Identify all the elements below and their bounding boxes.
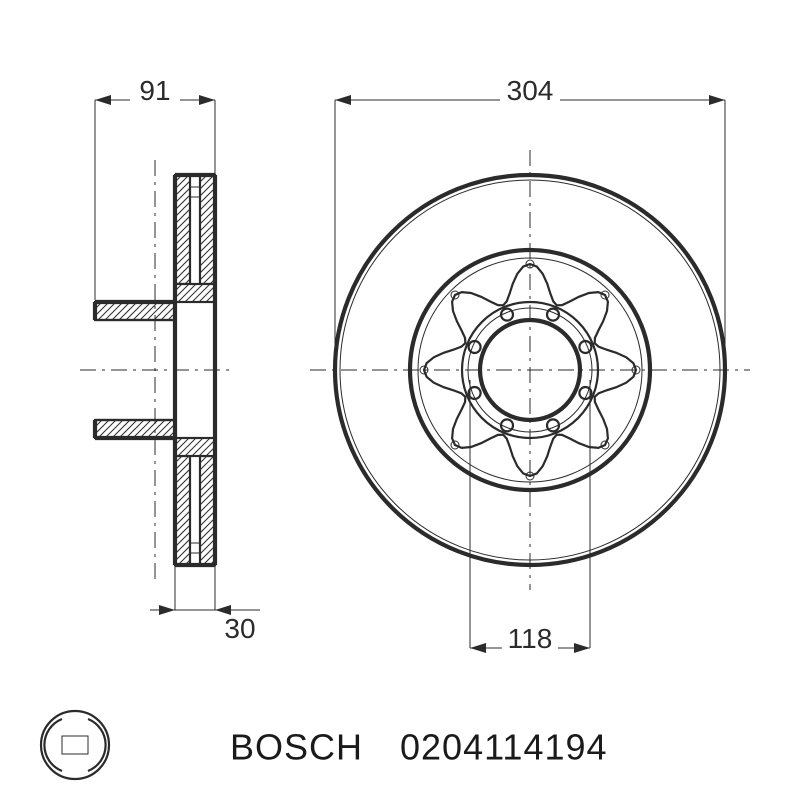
dim-30-label: 30 [224,613,255,644]
footer: BOSCH 0204114194 [41,711,608,779]
centerlines-front [310,150,750,590]
dim-304-label: 304 [507,75,554,106]
vent-vane-bot [190,543,200,553]
dim-118-label: 118 [508,623,553,654]
footer-brand: BOSCH [230,727,363,768]
section-hatch [157,438,245,456]
section-hatch [66,456,406,565]
dim-91-label: 91 [139,75,170,106]
dim-30: 30 [150,560,260,644]
section-hatch [157,284,245,302]
bosch-logo-icon [41,711,109,779]
footer-partno: 0204114194 [400,727,608,768]
front-view [310,150,750,590]
section-hatch [66,175,406,284]
vent-vane-top [190,187,200,197]
